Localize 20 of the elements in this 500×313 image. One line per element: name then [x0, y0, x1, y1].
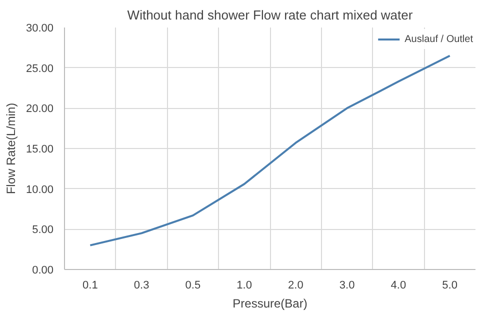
- x-tick-label: 1.0: [236, 280, 252, 292]
- y-axis-title: Flow Rate(L/min): [4, 102, 18, 194]
- x-tick-label: 0.3: [134, 280, 150, 292]
- x-tick-label: 5.0: [442, 280, 458, 292]
- y-tick-label: 25.00: [26, 62, 54, 75]
- x-tick-label: 4.0: [390, 280, 406, 292]
- x-tick-label: 0.1: [82, 280, 98, 292]
- y-tick-label: 20.00: [26, 103, 54, 116]
- y-tick-label: 15.00: [26, 144, 54, 156]
- y-tick-label: 0.00: [32, 264, 54, 276]
- x-tick-label: 3.0: [339, 280, 355, 292]
- legend-label: Auslauf / Outlet: [404, 34, 473, 44]
- y-tick-label: 10.00: [26, 184, 54, 196]
- chart-title: Without hand shower Flow rate chart mixed water: [127, 8, 414, 22]
- x-tick-label: 0.5: [185, 280, 201, 292]
- x-tick-label: 2.0: [288, 280, 304, 292]
- y-tick-label: 30.00: [26, 22, 54, 34]
- y-tick-label: 5.00: [32, 224, 54, 236]
- x-axis-title: Pressure(Bar): [232, 296, 308, 310]
- line-series: [89, 54, 451, 246]
